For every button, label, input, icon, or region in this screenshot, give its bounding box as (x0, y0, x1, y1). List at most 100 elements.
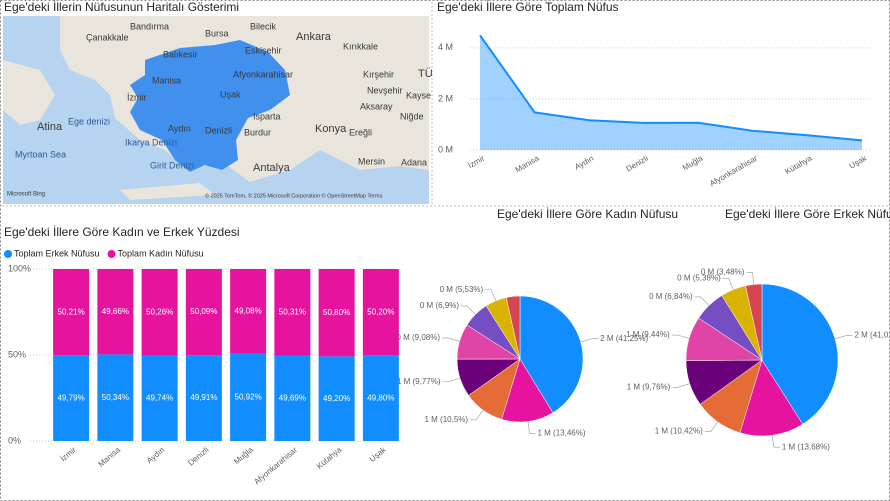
data-label: 2 M (41,25%) (600, 334, 648, 343)
pie-slice (519, 295, 584, 414)
leader-line (704, 421, 718, 432)
x-tick-label: Aydın (145, 445, 166, 465)
x-tick-label: Muğla (232, 445, 255, 466)
data-label: 50,31% (279, 307, 306, 316)
legend-label: Toplam Erkek Nüfusu (14, 248, 100, 258)
x-tick-label: Denizli (624, 154, 649, 174)
data-label: 1 M (13,68%) (782, 442, 830, 451)
data-label: 50,21% (58, 307, 85, 316)
map-label: Uşak (220, 89, 241, 99)
legend-label: Toplam Kadın Nüfusu (118, 248, 204, 258)
map-label: Aydın (168, 123, 191, 133)
bar-segment (230, 353, 267, 441)
leader-line (771, 435, 780, 448)
y-tick-label: 0% (8, 435, 21, 445)
bar-segment (230, 269, 267, 354)
data-label: 49,91% (190, 393, 217, 402)
bar-segment (362, 355, 399, 441)
area-fill (480, 35, 862, 150)
data-label: 1 M (9,77%) (397, 377, 441, 386)
pie-slice (505, 295, 521, 360)
bar-segment (141, 269, 178, 356)
map-label: Afyonkarahisar (233, 69, 293, 79)
map-title: Ege'deki İllerin Nüfusunun Haritalı Göst… (4, 0, 239, 14)
legend-marker (107, 250, 116, 258)
legend-marker (4, 250, 12, 258)
pie-slice (761, 283, 839, 425)
x-tick-label: Kütahya (315, 445, 344, 471)
map-land (3, 60, 55, 125)
map-label: Kayse (406, 90, 431, 100)
data-label: 49,74% (146, 393, 173, 402)
y-tick-label: 4 M (438, 42, 453, 52)
bar-segment (362, 269, 399, 356)
map-label: Isparta (253, 111, 281, 121)
leader-line (694, 296, 710, 306)
bar-segment (185, 355, 222, 441)
map-label: Girit Denizi (150, 160, 194, 170)
map-label: Antalya (253, 162, 291, 174)
data-label: 0 M (3,48%) (701, 268, 745, 277)
x-tick-label: Manisa (96, 445, 122, 469)
bar-segment (97, 269, 134, 355)
bar-segment (274, 355, 311, 441)
x-tick-label: İzmir (59, 445, 78, 463)
x-tick-label: Uşak (368, 445, 389, 464)
leader-line (442, 337, 460, 342)
leader-line (834, 335, 853, 340)
map-label: Kırıkkale (343, 41, 378, 51)
data-label: 1 M (10,42%) (655, 427, 703, 436)
bar-segment (274, 269, 311, 356)
data-label: 1 M (13,46%) (537, 429, 585, 438)
data-label: 49,69% (279, 393, 306, 402)
ege-region (130, 40, 290, 172)
leader-line (746, 272, 755, 285)
y-tick-label: 2 M (438, 93, 453, 103)
map-label: Adana (401, 157, 427, 167)
x-tick-label: Denizli (186, 445, 210, 467)
map-visual: Ege'deki İllerin Nüfusunun Haritalı Göst… (3, 0, 433, 204)
map-label: Myrtoan Sea (15, 149, 66, 159)
map-label: Konya (315, 123, 347, 135)
x-tick-label: Muğla (681, 153, 705, 172)
map-logo: Microsoft Bing (7, 192, 45, 198)
data-label: 1 M (9,76%) (627, 382, 671, 391)
bar-segment (318, 269, 355, 357)
y-tick-label: 100% (8, 263, 31, 273)
chart-title: Ege'deki İllere Göre Kadın Nüfusu (497, 207, 678, 221)
map-label: Burdur (244, 127, 271, 137)
bar-segment (318, 356, 355, 441)
map-label: Bandırma (130, 21, 169, 31)
x-tick-label: Manisa (514, 153, 541, 174)
map-attribution: © 2025 TomTom, © 2025 Microsoft Corporat… (205, 192, 383, 199)
data-label: 0 M (9,08%) (396, 333, 440, 342)
bar-segment (97, 354, 134, 441)
bar-segment (185, 269, 222, 356)
data-label: 2 M (41,01%) (855, 331, 890, 340)
map-label: Denizli (205, 125, 232, 135)
x-tick-label: Aydın (573, 154, 595, 172)
data-label: 50,34% (102, 393, 129, 402)
y-tick-label: 50% (8, 349, 26, 359)
leader-line (580, 338, 599, 343)
data-label: 49,80% (367, 393, 394, 402)
data-label: 50,09% (190, 307, 217, 316)
map-label: Aksaray (360, 101, 393, 111)
data-label: 49,66% (102, 307, 129, 316)
map-label: Eskişehir (245, 45, 282, 55)
leader-line (442, 377, 461, 383)
data-label: 49,20% (323, 394, 350, 403)
map-label: Niğde (400, 111, 424, 121)
data-label: 50,80% (323, 308, 350, 317)
pie-slice (739, 359, 804, 437)
data-label: 50,26% (146, 307, 173, 316)
data-label: 49,79% (58, 393, 85, 402)
map-land (120, 183, 215, 200)
map-label: Ikarya Denizi (125, 137, 177, 147)
x-tick-label: İzmir (467, 154, 487, 171)
map-label: Nevşehir (367, 85, 403, 95)
map-label: Bilecik (250, 21, 277, 31)
data-label: 50,20% (367, 307, 394, 316)
x-tick-label: Kütahya (784, 153, 814, 176)
